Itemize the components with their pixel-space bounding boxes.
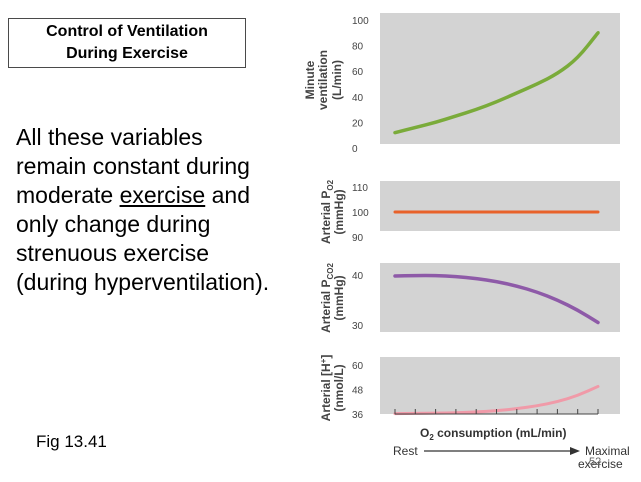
body-line-3-end: and <box>205 182 250 208</box>
body-line-3-start: moderate <box>16 182 120 208</box>
slide-title-box: Control of Ventilation During Exercise <box>8 18 246 68</box>
panel-4-ylabel-1: Arterial [H+] <box>319 355 333 422</box>
body-line-1: All these variables <box>16 124 203 150</box>
figure-label: Fig 13.41 <box>36 432 107 451</box>
panel-1-ytick-100: 100 <box>352 16 369 27</box>
exercise-label: exercise <box>578 457 623 471</box>
panel-2-ylabel-sub: O2 <box>326 179 335 190</box>
panel-4-ytick-36: 36 <box>352 410 364 421</box>
exercise-link[interactable]: exercise <box>119 182 206 208</box>
x-axis-title-sub: 2 <box>429 433 434 442</box>
panel-1-ytick-0: 0 <box>352 144 358 155</box>
panel-4-bg <box>380 357 620 414</box>
body-line-2: remain constant during <box>16 153 250 179</box>
panel-3-ylabel-sub: CO2 <box>326 263 335 280</box>
panel-4-ylabel-sup: + <box>319 358 328 363</box>
panel-3-ylabel-2: (mmHg) <box>332 275 346 320</box>
slide-title-line2: During Exercise <box>66 45 188 62</box>
body-line-4: only change during <box>16 211 211 237</box>
panel-4-ytick-48: 48 <box>352 386 364 397</box>
panel-1-ylabel-2: ventilation <box>316 50 330 110</box>
panel-4-ylabel-2: (nmol/L) <box>332 364 346 411</box>
maximal-label: Maximal <box>585 444 630 458</box>
panel-2-ylabel-2: (mmHg) <box>332 189 346 234</box>
body-line-6: (during hyperventilation). <box>16 269 270 295</box>
panel-4-ylabel-main: Arterial [H <box>319 363 333 421</box>
x-axis-title-rest: consumption (mL/min) <box>434 426 567 440</box>
panel-2-ylabel-main: Arterial P <box>319 191 333 244</box>
panel-3-ylabel-main: Arterial P <box>319 280 333 333</box>
panel-1-ytick-60: 60 <box>352 67 364 78</box>
panel-1-ytick-80: 80 <box>352 42 364 53</box>
rest-arrow-head <box>570 447 580 455</box>
panel-2-ytick-100: 100 <box>352 208 369 219</box>
panel-3-ytick-30: 30 <box>352 321 364 332</box>
x-axis-title: O2 consumption (mL/min) <box>420 426 566 442</box>
panel-2-bg <box>380 181 620 231</box>
panel-1-ytick-20: 20 <box>352 118 364 129</box>
panel-1-ylabel-3: (L/min) <box>330 60 344 100</box>
panel-1-ytick-40: 40 <box>352 93 364 104</box>
panel-2-ytick-110: 110 <box>352 183 368 194</box>
rest-label: Rest <box>393 444 418 458</box>
panel-3-ylabel-1: Arterial PCO2 <box>319 263 335 333</box>
ventilation-line <box>393 31 600 135</box>
panel-3-bg <box>380 263 620 332</box>
pco2-line <box>393 273 600 325</box>
panel-1-ylabel-1: Minute <box>303 60 317 99</box>
panel-2-ylabel-1: Arterial PO2 <box>319 179 335 244</box>
body-line-5: strenuous exercise <box>16 240 210 266</box>
panel-4-ylabel-end: ] <box>319 355 333 359</box>
body-line-3: moderate exercise and <box>16 181 316 210</box>
x-axis-title-o: O <box>420 426 429 440</box>
panel-3-ytick-40: 40 <box>352 271 364 282</box>
slide-title-line1: Control of Ventilation <box>46 23 208 40</box>
panel-2-ytick-90: 90 <box>352 233 364 244</box>
page-number: 52 <box>589 456 601 468</box>
slide-body-text: All these variables remain constant duri… <box>16 123 316 297</box>
panel-4-ytick-60: 60 <box>352 361 364 372</box>
panel-1-bg <box>380 13 620 144</box>
